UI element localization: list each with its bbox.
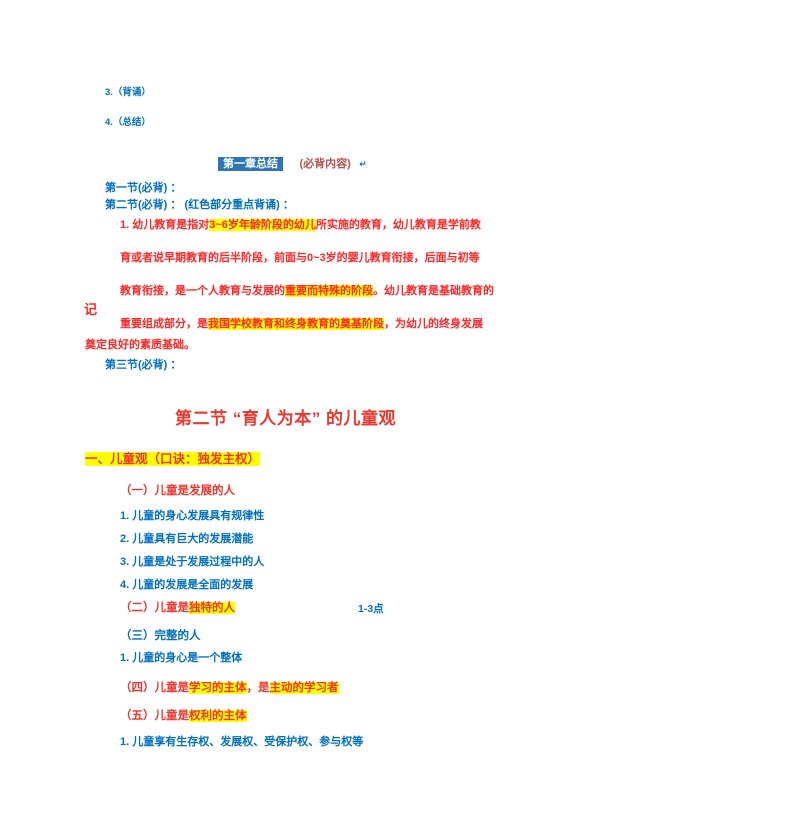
text-run: 1. 幼儿教育是指对 <box>120 219 210 231</box>
text-run: （五）儿童是 <box>120 710 189 722</box>
chapter-banner-chip: 第一章总结 <box>218 157 283 171</box>
point-1-heading: （一）儿童是发展的人 <box>120 485 235 497</box>
text-run: 所实施的教育，幼儿教育是学前教 <box>315 219 481 231</box>
highlighted-text: 权利的主体 <box>189 710 247 722</box>
point-2-heading: （二）儿童是独特的人 <box>120 601 235 615</box>
section-2-note: (红色部分重点背诵) ： <box>184 199 294 211</box>
highlighted-text: 独特的人 <box>189 602 235 614</box>
chapter-banner: 第一章总结 (必背内容) ↵ <box>218 153 367 173</box>
point-5-item-1: 1. 儿童享有生存权、发展权、受保护权、参与权等 <box>120 736 364 748</box>
text-run: 。幼儿教育是基础教育的 <box>373 285 494 297</box>
point-2-side-note: 1-3点 <box>358 603 384 615</box>
definition-line-3: 教育衔接，是一个人教育与发展的重要而特殊的阶段。幼儿教育是基础教育的 <box>120 285 494 299</box>
top-note-2: 4.（总结） <box>105 117 151 128</box>
section-2-prefix: 第二节(必背) ： <box>105 199 182 211</box>
highlighted-text: 学习的主体 <box>189 682 247 694</box>
top-note-1: 3.（背诵） <box>105 87 151 98</box>
margin-memo-marker: 记 <box>84 302 98 317</box>
chapter-banner-note: (必背内容) <box>299 158 351 170</box>
highlighted-text: 重要而特殊的阶段 <box>285 285 373 297</box>
text-run: 教育衔接，是一个人教育与发展的 <box>120 285 285 297</box>
point-5-heading: （五）儿童是权利的主体 <box>120 709 247 723</box>
highlighted-text: 主动的学习者 <box>269 682 339 694</box>
topic-children-view-label: 一、儿童观（口诀：独发主权） <box>85 452 261 466</box>
text-run: 重要组成部分，是 <box>120 318 208 330</box>
point-1-item-3: 3. 儿童是处于发展过程中的人 <box>120 556 265 568</box>
page-title: 第二节 “育人为本” 的儿童观 <box>175 409 396 428</box>
point-3-heading: （三）完整的人 <box>120 630 201 642</box>
topic-children-view-heading: 一、儿童观（口诀：独发主权） <box>85 452 261 468</box>
point-3-item-1: 1. 儿童的身心是一个整体 <box>120 652 243 664</box>
text-run: （四）儿童是 <box>120 682 189 694</box>
text-run: ，是 <box>246 682 270 694</box>
definition-line-1: 1. 幼儿教育是指对3~6岁年龄阶段的幼儿所实施的教育，幼儿教育是学前教 <box>120 219 481 233</box>
point-4-heading: （四）儿童是学习的主体，是主动的学习者 <box>120 681 339 695</box>
section-1-label: 第一节(必背) ： <box>105 182 182 194</box>
point-1-item-1: 1. 儿童的身心发展具有规律性 <box>120 510 265 522</box>
point-1-item-2: 2. 儿童具有巨大的发展潜能 <box>120 533 254 545</box>
section-2-label: 第二节(必背) ： (红色部分重点背诵) ： <box>105 199 294 213</box>
paragraph-mark-icon: ↵ <box>359 159 367 169</box>
highlighted-text: 我国学校教育和终身教育的奠基阶段 <box>208 318 384 330</box>
definition-line-5: 奠定良好的素质基础。 <box>85 339 195 351</box>
definition-line-4: 重要组成部分，是我国学校教育和终身教育的奠基阶段，为幼儿的终身发展 <box>120 318 483 332</box>
section-3-label: 第三节(必背) ： <box>105 359 182 371</box>
point-1-item-4: 4. 儿童的发展是全面的发展 <box>120 579 254 591</box>
text-run: 育或者说早期教育的后半阶段，前面与0~3岁的婴儿教育衔接，后面与初等 <box>120 252 480 264</box>
highlighted-text: 3~6岁年龄阶段的幼儿 <box>209 219 316 231</box>
definition-line-2: 育或者说早期教育的后半阶段，前面与0~3岁的婴儿教育衔接，后面与初等 <box>120 252 480 266</box>
text-run: （二）儿童是 <box>120 602 189 614</box>
text-run: ，为幼儿的终身发展 <box>384 318 483 330</box>
